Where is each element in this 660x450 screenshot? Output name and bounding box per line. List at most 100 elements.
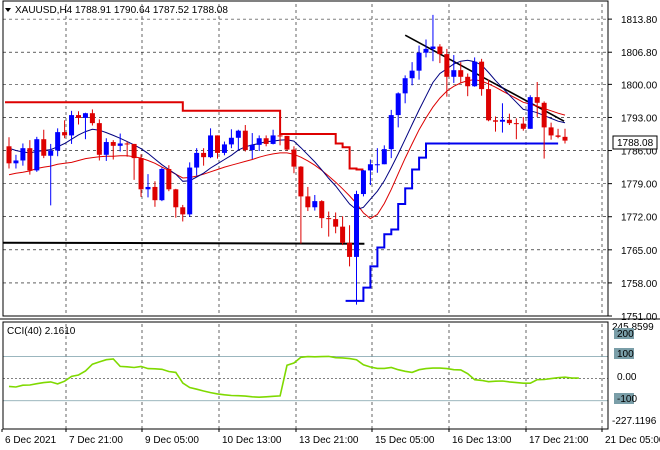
channel-lower-line: [345, 142, 559, 302]
price-tick-label: 1800.00: [621, 80, 658, 91]
candle: [270, 129, 276, 145]
price-tick-label: 1765.00: [621, 246, 658, 257]
candle-body: [451, 70, 457, 77]
candle: [374, 148, 380, 173]
time-tick-label: 17 Dec 21:00: [529, 435, 589, 446]
candle-body: [354, 194, 359, 257]
candle-body: [555, 135, 561, 137]
candle-body: [562, 136, 568, 141]
candle-body: [96, 123, 102, 155]
candle: [62, 120, 68, 139]
candle-body: [187, 167, 193, 215]
candle: [82, 112, 88, 140]
candle-body: [291, 149, 297, 167]
candle: [235, 129, 241, 151]
candle-body: [69, 115, 75, 136]
candle-body: [541, 102, 547, 128]
candle: [284, 135, 290, 151]
candle-body: [103, 142, 109, 155]
candle: [145, 174, 151, 198]
cci-tick-label: 0.00: [617, 372, 637, 383]
candle-body: [6, 146, 12, 164]
candle-body: [479, 61, 485, 90]
time-tick-label: 7 Dec 21:00: [69, 435, 123, 446]
candle-body: [465, 76, 471, 87]
candle: [277, 131, 283, 146]
candle: [479, 58, 485, 96]
candle: [319, 200, 325, 229]
candle-body: [208, 135, 214, 158]
candle-body: [486, 89, 492, 121]
candle: [173, 188, 179, 218]
candle: [298, 166, 304, 244]
candle-body: [263, 138, 269, 144]
candle: [242, 125, 248, 152]
candle: [388, 109, 394, 159]
candle: [124, 141, 130, 157]
price-tick-label: 1772.00: [621, 213, 658, 224]
candle-body: [242, 130, 248, 151]
candle: [520, 116, 526, 131]
candle-body: [215, 135, 220, 153]
candle-body: [423, 48, 429, 53]
candle: [506, 113, 512, 126]
candle-body: [527, 97, 533, 129]
candle: [541, 101, 547, 159]
candle: [48, 143, 54, 206]
candle-body: [270, 135, 276, 144]
candle: [20, 143, 26, 166]
candle-body: [201, 152, 207, 158]
current-price-label: 1788.08: [617, 138, 654, 149]
candle: [326, 211, 332, 237]
candle-body: [499, 119, 505, 122]
candle: [499, 103, 505, 133]
dropdown-arrow-icon[interactable]: [5, 8, 11, 12]
candle-body: [131, 143, 137, 159]
price-tick-label: 1813.80: [621, 15, 658, 26]
candle-body: [194, 152, 200, 168]
candle-body: [180, 207, 186, 215]
price-axis: 1813.80 1806.80 1800.00 1793.00 1786.00 1779.…: [608, 15, 658, 427]
candle-body: [13, 160, 19, 164]
candle: [548, 122, 554, 140]
candle: [89, 109, 95, 126]
candle-body: [20, 148, 26, 161]
candle: [69, 110, 75, 144]
candle-body: [506, 119, 512, 124]
candle-body: [62, 132, 68, 136]
candle-body: [41, 139, 47, 156]
price-tick-label: 1758.00: [621, 279, 658, 290]
candle: [430, 14, 436, 62]
cci-indicator: CCI(40) 2.1610: [3, 326, 608, 402]
candle: [76, 111, 81, 125]
candle: [458, 62, 464, 83]
candle: [409, 62, 415, 86]
cci-level-tag: [614, 393, 634, 404]
candle-body: [340, 226, 346, 243]
candle: [381, 145, 387, 165]
candle: [347, 225, 353, 267]
time-tick-label: 15 Dec 05:00: [375, 435, 435, 446]
candle-body: [409, 70, 415, 79]
candle-body: [284, 135, 290, 150]
candle-body: [89, 113, 95, 124]
candle: [166, 165, 172, 192]
candle-body: [152, 186, 158, 201]
cci-tick-label: 245.8599: [612, 322, 654, 333]
candle-body: [145, 186, 151, 190]
time-tick-label: 10 Dec 13:00: [222, 435, 282, 446]
price-tick-label: 1779.00: [621, 180, 658, 191]
candle-body: [34, 139, 40, 171]
candle: [360, 169, 366, 197]
candle-body: [166, 168, 172, 190]
candle-body: [138, 158, 144, 190]
indicator-panel-frame: [2, 321, 609, 430]
candle-body: [256, 138, 262, 145]
candle: [103, 138, 109, 161]
candle: [138, 154, 144, 197]
candle-body: [110, 142, 116, 146]
candle-body: [416, 52, 422, 71]
candle: [486, 79, 492, 122]
candle-body: [235, 130, 241, 138]
candle: [41, 129, 47, 159]
